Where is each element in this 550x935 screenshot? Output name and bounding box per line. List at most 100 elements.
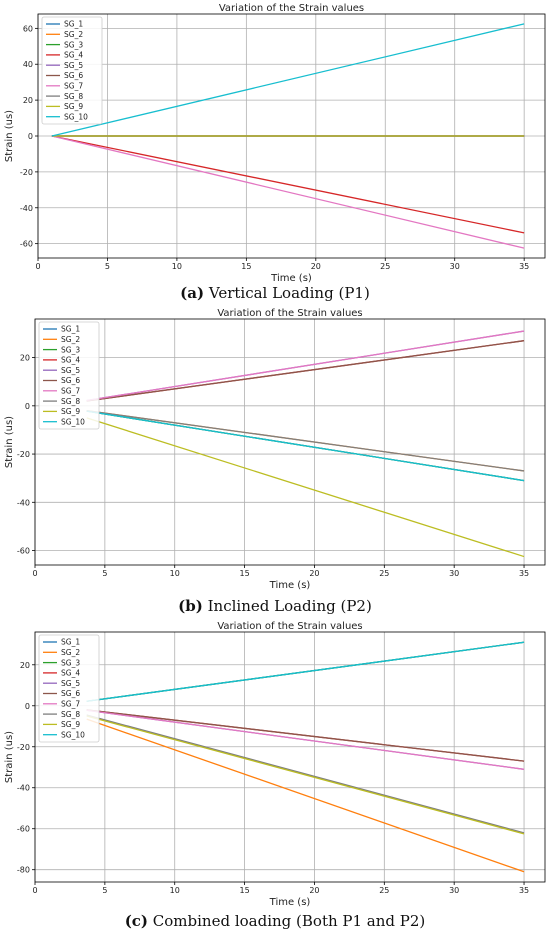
chart-a-legend-label-sg-5: SG_5	[64, 61, 83, 70]
chart-c-y-tick-label-4: 0	[25, 702, 30, 711]
chart-a-series-line-sg-10	[51, 23, 525, 137]
chart-c-legend-label-sg-4: SG_4	[61, 669, 80, 678]
chart-c-series-line-sg-9	[86, 715, 525, 835]
chart-b-series-line-sg-10	[86, 410, 525, 482]
caption-a-letter: (a)	[180, 284, 205, 302]
chart-b-x-tick-label-4: 20	[309, 569, 319, 578]
chart-c-legend-box	[38, 634, 100, 743]
chart-svg-a: 0 5 10 15 20 25 30 35 -60 -40 -20 0 20 40 60 Variation …	[4, 3, 546, 284]
chart-b-series-line-sg-7	[86, 330, 525, 402]
chart-b-legend-label-sg-3: SG_3	[61, 345, 80, 354]
chart-b-legend-label-sg-4: SG_4	[61, 356, 80, 365]
chart-a-legend-label-sg-6: SG_6	[64, 71, 83, 80]
chart-a-x-tick-label-5: 25	[380, 262, 390, 271]
chart-c-series-line-sg-8	[86, 714, 525, 834]
chart-b-y-axis-label: Strain (us)	[4, 416, 15, 468]
chart-a-y-tick-label-6: 60	[23, 24, 33, 33]
chart-c-legend-label-sg-9: SG_9	[61, 720, 80, 729]
chart-c-legend-label-sg-6: SG_6	[61, 689, 80, 698]
chart-c-y-tick-label-2: -40	[17, 784, 30, 793]
chart-panel-b: 0 5 10 15 20 25 30 35 -60 -40 -20 0 20 Variation of t…	[0, 308, 550, 618]
chart-c-x-tick-label-0: 0	[32, 886, 37, 895]
chart-a-title: Variation of the Strain values	[219, 3, 364, 14]
chart-c-legend-label-sg-2: SG_2	[61, 648, 80, 657]
chart-a-x-tick-label-6: 30	[450, 262, 460, 271]
caption-b: (b) Inclined Loading (P2)	[0, 597, 550, 615]
caption-b-text: Inclined Loading (P2)	[202, 597, 372, 615]
chart-b-plot-frame	[34, 318, 546, 566]
chart-b-y-tick-label-4: 20	[20, 354, 30, 363]
chart-c-x-axis-label: Time (s)	[269, 897, 311, 908]
chart-c-y-tick-label-1: -60	[17, 825, 30, 834]
chart-svg-c: 0 5 10 15 20 25 30 35 -80 -60 -40 -20 0 20 Variation o…	[4, 621, 546, 908]
caption-b-letter: (b)	[178, 597, 203, 615]
chart-b-series-line-sg-8	[86, 410, 525, 472]
chart-c-legend-label-sg-1: SG_1	[61, 638, 80, 647]
chart-a-legend-label-sg-3: SG_3	[64, 40, 83, 49]
chart-svg-b: 0 5 10 15 20 25 30 35 -60 -40 -20 0 20 Variation of t…	[4, 308, 546, 591]
chart-a-legend-box	[41, 16, 103, 125]
chart-b-legend-label-sg-8: SG_8	[61, 397, 80, 406]
chart-b-x-tick-label-3: 15	[239, 569, 249, 578]
chart-c-title: Variation of the Strain values	[217, 621, 362, 632]
chart-b-legend-label-sg-1: SG_1	[61, 325, 80, 334]
chart-a-y-tick-label-5: 40	[23, 60, 33, 69]
chart-b-legend-label-sg-2: SG_2	[61, 335, 80, 344]
chart-a-y-tick-label-4: 20	[23, 96, 33, 105]
chart-b-legend-box	[38, 321, 100, 430]
chart-b-x-tick-label-0: 0	[32, 569, 37, 578]
chart-c-x-tick-label-7: 35	[519, 886, 529, 895]
chart-c-legend-label-sg-10: SG_10	[61, 730, 85, 739]
chart-b-series-line-sg-9	[86, 417, 525, 558]
caption-c-text: Combined loading (Both P1 and P2)	[148, 912, 426, 930]
chart-c-legend-label-sg-8: SG_8	[61, 710, 80, 719]
chart-c-y-tick-label-3: -20	[17, 743, 30, 752]
chart-a-legend-label-sg-8: SG_8	[64, 92, 83, 101]
chart-a-x-tick-label-3: 15	[241, 262, 251, 271]
chart-b-legend-label-sg-7: SG_7	[61, 387, 80, 396]
chart-c-x-tick-label-1: 5	[102, 886, 107, 895]
chart-panel-a: 0 5 10 15 20 25 30 35 -60 -40 -20 0 20 40 60 Variation …	[0, 0, 550, 310]
chart-b-legend-label-sg-6: SG_6	[61, 376, 80, 385]
chart-c-y-tick-label-0: -80	[17, 866, 30, 875]
chart-c-series-line-sg-2	[86, 718, 525, 873]
chart-c-x-tick-label-2: 10	[170, 886, 180, 895]
chart-a-y-tick-label-0: -60	[20, 240, 33, 249]
chart-b-y-tick-label-3: 0	[25, 402, 30, 411]
chart-a-y-tick-label-2: -20	[20, 168, 33, 177]
chart-a-legend-label-sg-2: SG_2	[64, 30, 83, 39]
chart-b-x-tick-label-5: 25	[379, 569, 389, 578]
chart-b-x-tick-label-2: 10	[170, 569, 180, 578]
chart-a-legend-label-sg-4: SG_4	[64, 51, 83, 60]
chart-c-x-tick-label-4: 20	[309, 886, 319, 895]
chart-b-y-tick-label-0: -60	[17, 547, 30, 556]
chart-a-series-line-sg-7	[51, 135, 525, 249]
chart-c-series-line-sg-7	[86, 709, 525, 770]
chart-c-plot-frame	[34, 631, 546, 883]
chart-b-y-tick-label-1: -40	[17, 498, 30, 507]
chart-c-x-tick-label-6: 30	[449, 886, 459, 895]
chart-c-legend-label-sg-3: SG_3	[61, 658, 80, 667]
chart-b-x-tick-label-1: 5	[102, 569, 107, 578]
chart-b-y-tick-label-2: -20	[17, 450, 30, 459]
chart-b-legend-label-sg-10: SG_10	[61, 417, 85, 426]
chart-b-legend-label-sg-5: SG_5	[61, 366, 80, 375]
chart-c-series-line-sg-6	[86, 709, 525, 762]
chart-b-series-line-sg-6	[86, 340, 525, 402]
chart-a-x-axis-label: Time (s)	[270, 273, 312, 284]
chart-a-legend-label-sg-7: SG_7	[64, 82, 83, 91]
chart-c-series-line-sg-10	[86, 641, 525, 702]
chart-a-legend-label-sg-1: SG_1	[64, 20, 83, 29]
chart-a-legend-label-sg-9: SG_9	[64, 102, 83, 111]
chart-b-x-axis-label: Time (s)	[269, 580, 311, 591]
chart-a-legend-label-sg-10: SG_10	[64, 112, 88, 121]
chart-c-y-tick-label-5: 20	[20, 661, 30, 670]
chart-c-legend-label-sg-5: SG_5	[61, 679, 80, 688]
chart-b-legend-label-sg-9: SG_9	[61, 407, 80, 416]
chart-a-x-tick-label-7: 35	[519, 262, 529, 271]
chart-a-y-axis-label: Strain (us)	[4, 110, 15, 162]
chart-b-x-tick-label-6: 30	[449, 569, 459, 578]
chart-a-y-tick-label-1: -40	[20, 204, 33, 213]
chart-panel-c: 0 5 10 15 20 25 30 35 -80 -60 -40 -20 0 20 Variation o…	[0, 620, 550, 935]
chart-c-y-axis-label: Strain (us)	[4, 731, 15, 783]
